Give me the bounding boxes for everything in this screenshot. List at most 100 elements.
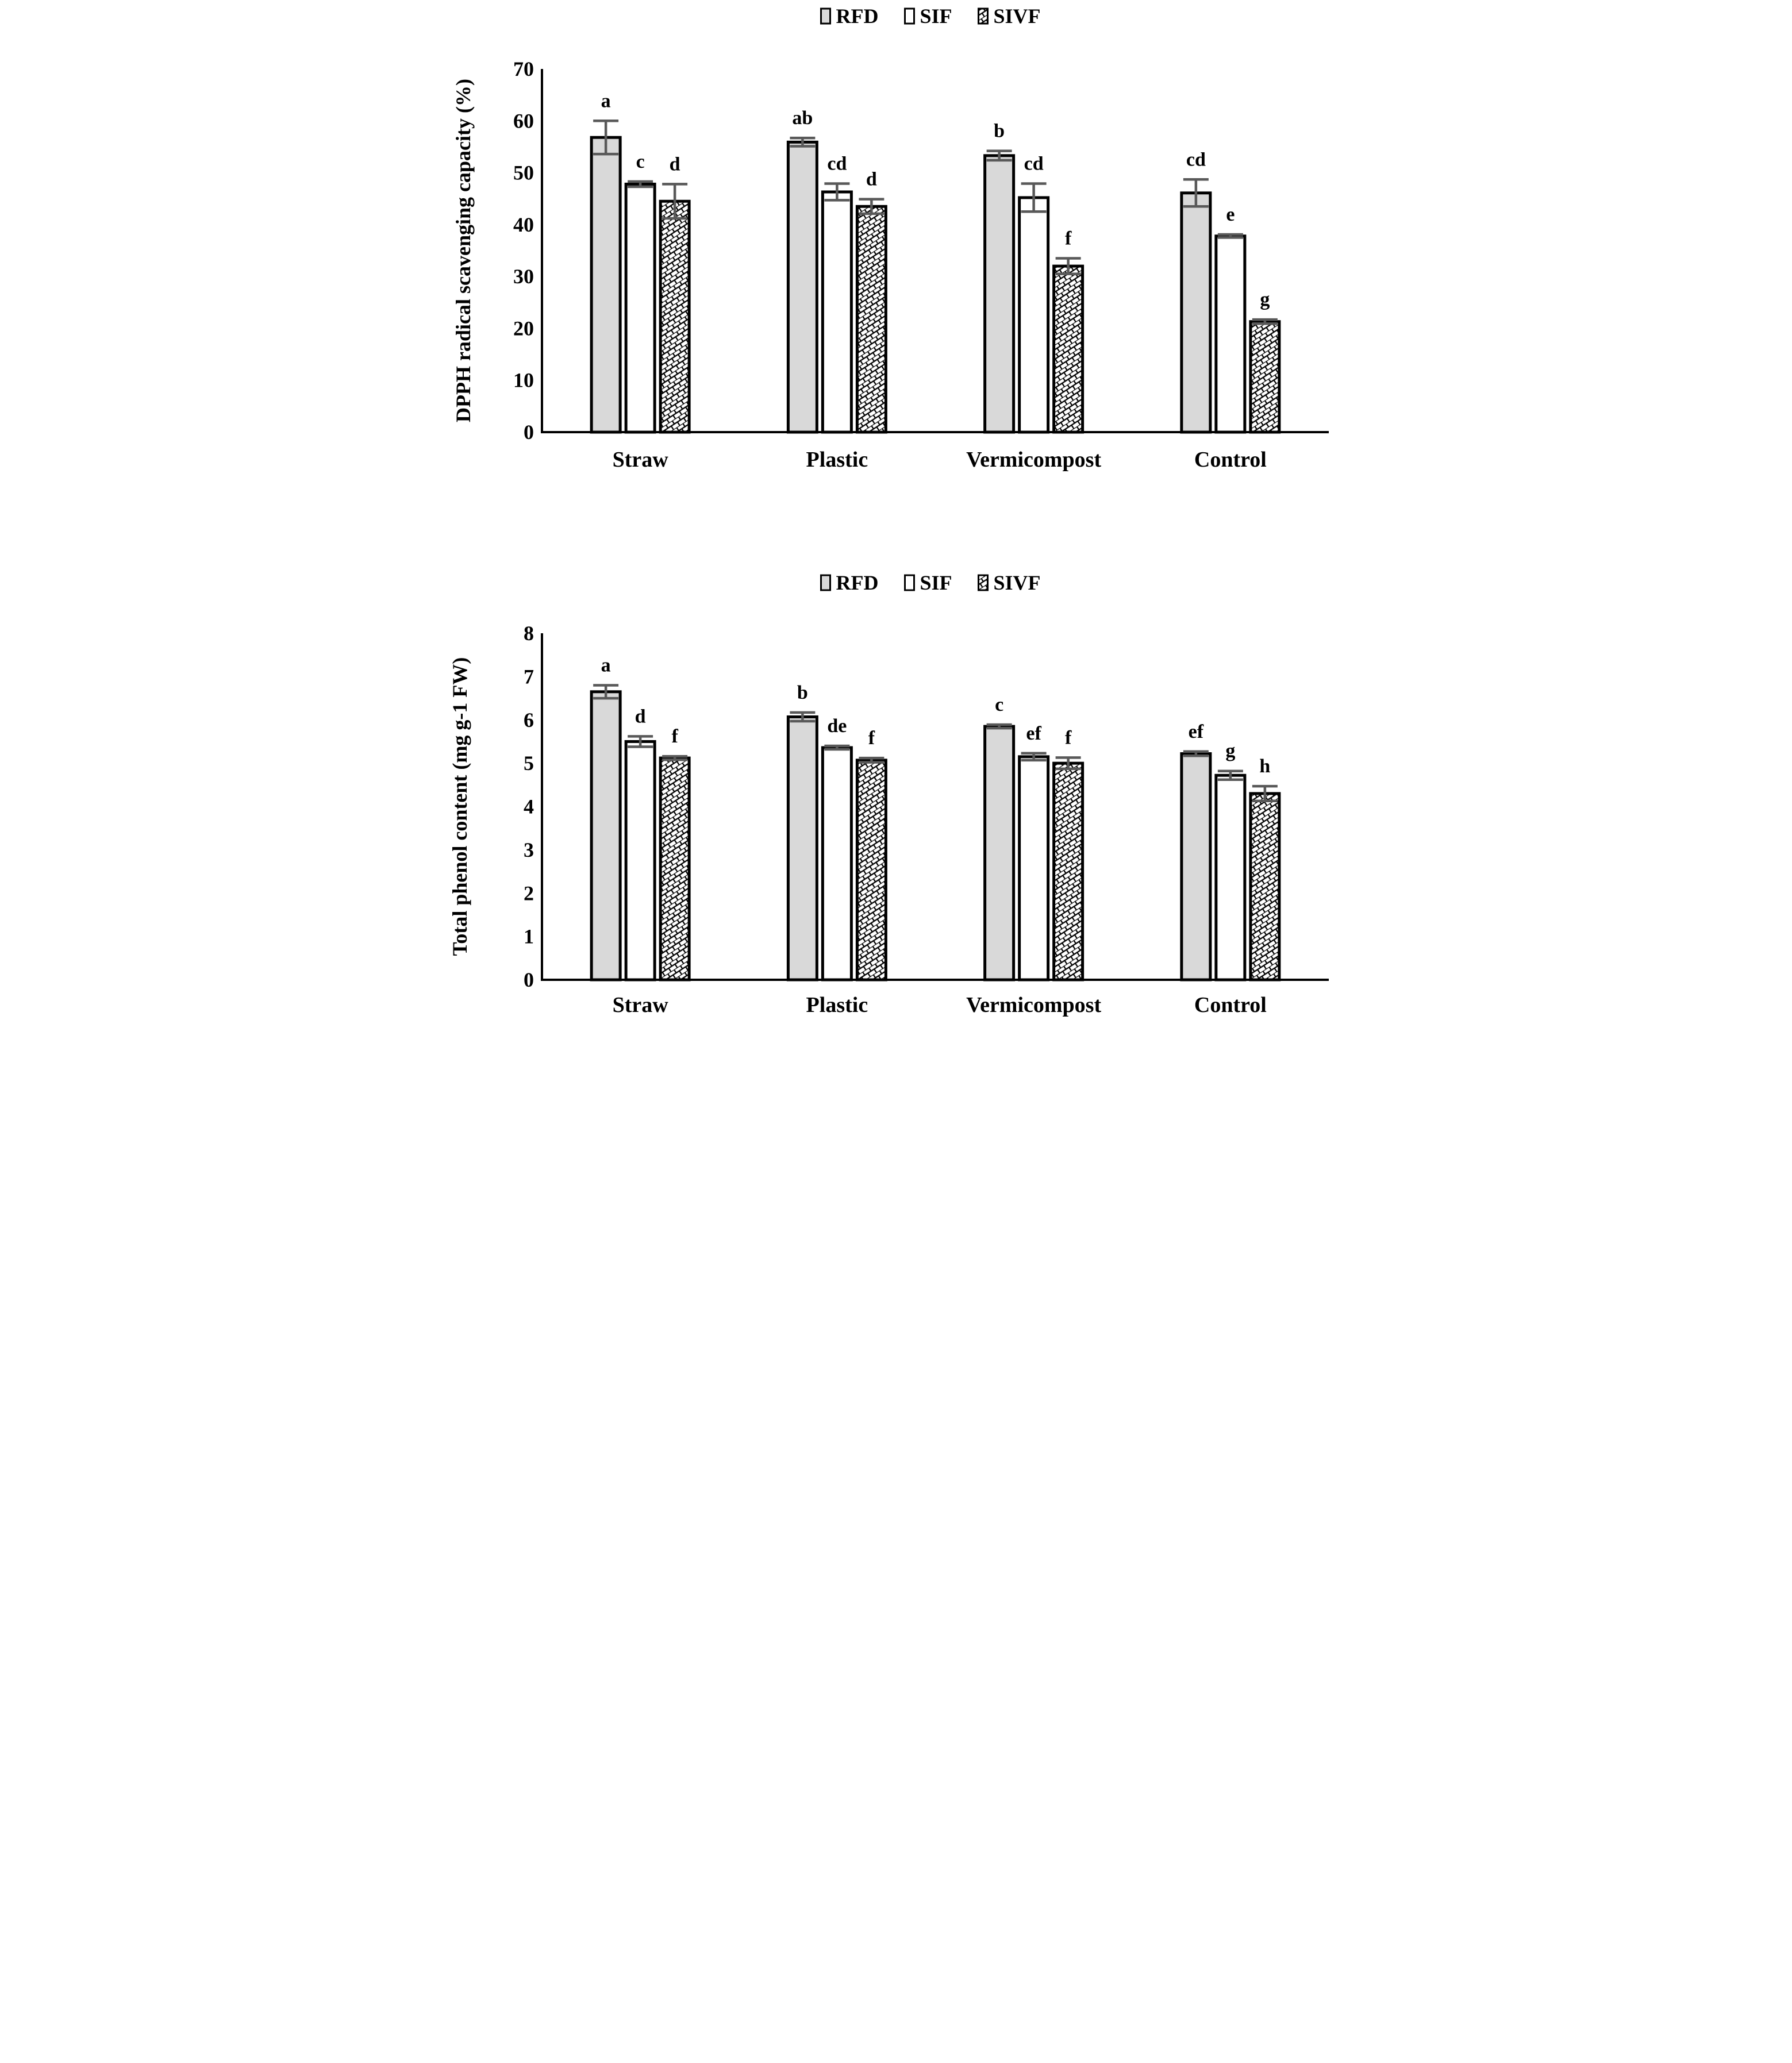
dpph-bar-chart: RFD SIF SIVF 0 10 20 30 40 50 60 70 DPPH radical sc… [452, 5, 1329, 472]
bar-sif-control [1214, 773, 1246, 982]
legend-swatch-sivf [977, 574, 989, 591]
significance-letter: cd [1186, 149, 1205, 170]
y-tick-label: 20 [513, 317, 534, 340]
error-bar [986, 723, 1012, 730]
significance-letter: f [1064, 228, 1071, 249]
bar-sivf-vermicompost [1052, 264, 1084, 434]
y-tick-label: 6 [524, 709, 534, 732]
legend-swatch-sif [903, 7, 915, 25]
y-tick-label: 1 [524, 925, 534, 948]
legend-swatch-rfd [820, 574, 831, 591]
error-bar [1183, 178, 1209, 208]
error-bar [1183, 750, 1209, 757]
significance-letter: g [1225, 741, 1235, 762]
error-bar [662, 183, 687, 220]
bar-sivf-plastic [855, 759, 887, 982]
error-bar [1021, 182, 1047, 213]
significance-letter: f [1064, 727, 1071, 748]
error-bar [1217, 769, 1243, 782]
dpph-bar-chart-figure: RFD SIF SIVF 0 10 20 30 40 50 60 70 DPPH radical sc… [448, 0, 1344, 495]
error-bar [1021, 752, 1047, 762]
significance-letter: c [995, 694, 1003, 715]
bar-sivf-plastic [855, 205, 887, 434]
chart-legend: RFD SIF SIVF [820, 571, 1040, 594]
bar-sivf-vermicompost [1052, 761, 1084, 982]
error-bar [986, 149, 1012, 162]
bar-sif-straw [624, 740, 656, 982]
error-bar [593, 684, 618, 700]
legend-label-sif: SIF [920, 5, 952, 28]
error-bar [824, 744, 849, 751]
significance-letter: b [797, 682, 807, 703]
y-tick-label: 70 [513, 57, 534, 80]
significance-letter: c [636, 151, 644, 172]
significance-letter: f [868, 728, 875, 749]
bar-rfd-vermicompost [983, 154, 1015, 434]
significance-letter: ab [792, 107, 813, 129]
error-bar [1217, 233, 1243, 239]
error-bar [662, 755, 687, 761]
bar-rfd-control [1179, 191, 1212, 434]
legend-label-rfd: RFD [836, 571, 878, 594]
error-bar [1252, 318, 1278, 325]
bar-rfd-straw [590, 136, 622, 434]
bar-sif-vermicompost [1017, 755, 1049, 982]
error-bar [627, 180, 653, 188]
y-tick-label: 4 [524, 795, 534, 818]
error-bar [858, 756, 884, 764]
bar-sivf-control [1248, 792, 1280, 982]
y-tick-label: 3 [524, 838, 534, 861]
significance-letter: b [994, 121, 1005, 142]
y-tick-label: 7 [524, 665, 534, 688]
y-tick-label: 30 [513, 265, 534, 288]
error-bar [1055, 257, 1081, 275]
significance-letter: ef [1026, 723, 1041, 744]
category-label-control: Control [1194, 993, 1266, 1017]
significance-letter: g [1260, 289, 1270, 310]
significance-letter: a [601, 90, 610, 111]
y-tick-label: 40 [513, 213, 534, 236]
error-bar [824, 182, 849, 202]
y-axis-title: Total phenol content (mg g-1 FW) [448, 657, 471, 956]
category-label-control: Control [1194, 448, 1266, 472]
significance-letter: e [1226, 204, 1235, 225]
bar-sif-straw [624, 182, 656, 434]
error-bar [1252, 784, 1278, 802]
error-bar [627, 735, 653, 748]
bar-sivf-straw [659, 199, 691, 434]
bar-rfd-plastic [786, 140, 818, 434]
significance-letter: f [671, 726, 678, 747]
phenol-bar-chart-figure: RFD SIF SIVF 0 1 2 3 4 5 6 7 8 Total phenol content … [448, 560, 1344, 1031]
bar-sif-plastic [821, 190, 853, 434]
figure-page: RFD SIF SIVF 0 10 20 30 40 50 60 70 DPPH radical sc… [448, 0, 1344, 1031]
category-label-plastic: Plastic [806, 448, 868, 472]
y-axis-title: DPPH radical scavenging capacity (%) [452, 79, 475, 422]
error-bar [1055, 756, 1081, 771]
y-tick-label: 5 [524, 752, 534, 775]
y-tick-label: 50 [513, 161, 534, 184]
significance-letter: a [601, 655, 610, 676]
error-bar [789, 136, 815, 148]
phenol-bar-chart: RFD SIF SIVF 0 1 2 3 4 5 6 7 8 Total phenol content … [448, 571, 1329, 1017]
bar-sif-control [1214, 234, 1246, 434]
legend-label-sivf: SIVF [993, 5, 1040, 28]
significance-letter: de [827, 715, 847, 737]
category-label-straw: Straw [612, 993, 668, 1017]
y-tick-label: 0 [524, 968, 534, 991]
significance-letter: d [669, 153, 680, 175]
legend-swatch-rfd [820, 7, 831, 25]
bar-sivf-control [1248, 320, 1280, 434]
error-bar [858, 198, 884, 215]
bar-rfd-vermicompost [983, 725, 1015, 982]
legend-label-rfd: RFD [836, 5, 878, 28]
category-label-vermicompost: Vermicompost [966, 993, 1101, 1017]
significance-letter: h [1259, 756, 1270, 777]
legend-label-sif: SIF [920, 571, 952, 594]
bar-rfd-straw [590, 690, 622, 982]
category-label-straw: Straw [612, 448, 668, 472]
y-tick-label: 10 [513, 369, 534, 392]
significance-letter: cd [1024, 153, 1043, 175]
figure-spacer [448, 495, 1344, 560]
y-tick-label: 2 [524, 882, 534, 905]
y-tick-label: 60 [513, 109, 534, 132]
